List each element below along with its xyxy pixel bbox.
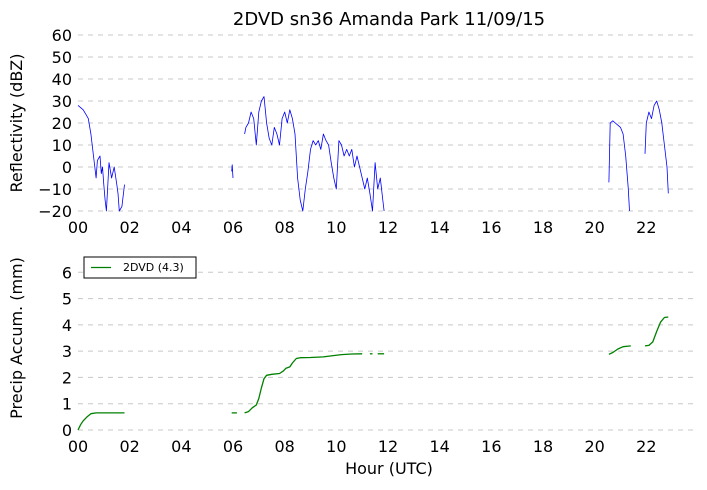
top-x-tick-label: 04: [171, 218, 191, 237]
bot-series-segment: [244, 353, 363, 414]
bot-y-tick-label: 5: [62, 290, 72, 309]
top-series-segment: [244, 96, 385, 212]
top-y-tick-label: 50: [52, 48, 72, 67]
top-series-segment: [231, 164, 234, 179]
bot-series-segment: [644, 316, 669, 347]
top-x-tick-labels: 00 02 04 06 08 10 12 14 16 18 20 22: [68, 218, 657, 237]
top-x-tick-label: 18: [533, 218, 553, 237]
reflectivity-panel: 2DVD sn36 Amanda Park 11/09/15 −20 −10 0 10…: [7, 9, 698, 237]
bot-y-tick-label: 4: [62, 316, 72, 335]
bottom-x-axis-label: Hour (UTC): [345, 459, 433, 478]
reflectivity-series: [77, 96, 669, 212]
bot-x-tick-label: 14: [429, 437, 449, 456]
top-gridlines: [78, 34, 698, 212]
top-x-tick-label: 08: [274, 218, 294, 237]
top-y-tick-label: 40: [52, 70, 72, 89]
bot-x-tick-label: 18: [533, 437, 553, 456]
top-series-segment: [608, 120, 630, 212]
top-x-tick-label: 16: [481, 218, 501, 237]
bot-x-tick-label: 10: [326, 437, 346, 456]
top-y-tick-label: −20: [38, 202, 72, 221]
top-y-tick-labels: −20 −10 0 10 20 30 40 50 60: [38, 26, 72, 221]
bot-series-segment: [608, 345, 631, 355]
legend: 2DVD (4.3): [83, 256, 197, 279]
top-x-tick-label: 12: [378, 218, 398, 237]
top-y-tick-label: 60: [52, 26, 72, 45]
bot-x-tick-label: 00: [68, 437, 88, 456]
legend-label: 2DVD (4.3): [123, 261, 184, 274]
top-x-tick-label: 06: [223, 218, 243, 237]
bot-x-tick-label: 12: [378, 437, 398, 456]
top-x-tick-label: 20: [584, 218, 604, 237]
top-x-tick-label: 10: [326, 218, 346, 237]
bot-x-tick-label: 08: [274, 437, 294, 456]
bot-x-tick-label: 20: [584, 437, 604, 456]
bottom-y-axis-label: Precip Accum. (mm): [7, 257, 26, 419]
bottom-x-tick-labels: 00 02 04 06 08 10 12 14 16 18 20 22: [68, 437, 657, 456]
bot-x-tick-label: 22: [636, 437, 656, 456]
top-x-tick-label: 22: [636, 218, 656, 237]
bot-y-tick-label: 3: [62, 342, 72, 361]
top-y-tick-label: 20: [52, 114, 72, 133]
bot-x-tick-label: 02: [119, 437, 139, 456]
top-y-tick-label: 30: [52, 92, 72, 111]
top-y-axis-label: Reflectivity (dBZ): [7, 54, 26, 193]
top-y-tick-label: 10: [52, 136, 72, 155]
precip-series: [77, 316, 669, 431]
bot-y-tick-label: 1: [62, 395, 72, 414]
top-x-tick-label: 00: [68, 218, 88, 237]
bot-series-segment: [77, 412, 125, 431]
top-x-tick-label: 14: [429, 218, 449, 237]
legend-box: [83, 256, 197, 279]
bot-x-tick-label: 06: [223, 437, 243, 456]
top-y-tick-label: 0: [62, 158, 72, 177]
bot-y-tick-label: 2: [62, 368, 72, 387]
bot-y-tick-label: 6: [62, 263, 72, 282]
bot-x-tick-label: 16: [481, 437, 501, 456]
top-series-segment: [77, 105, 125, 212]
bot-x-tick-label: 04: [171, 437, 191, 456]
bot-y-tick-label: 0: [62, 421, 72, 440]
top-chart-title: 2DVD sn36 Amanda Park 11/09/15: [233, 9, 545, 30]
top-series-segment: [644, 100, 669, 194]
bottom-y-tick-labels: 0 1 2 3 4 5 6: [62, 263, 72, 440]
bottom-gridlines: [78, 271, 698, 431]
top-y-tick-label: −10: [38, 180, 72, 199]
top-x-tick-label: 02: [119, 218, 139, 237]
